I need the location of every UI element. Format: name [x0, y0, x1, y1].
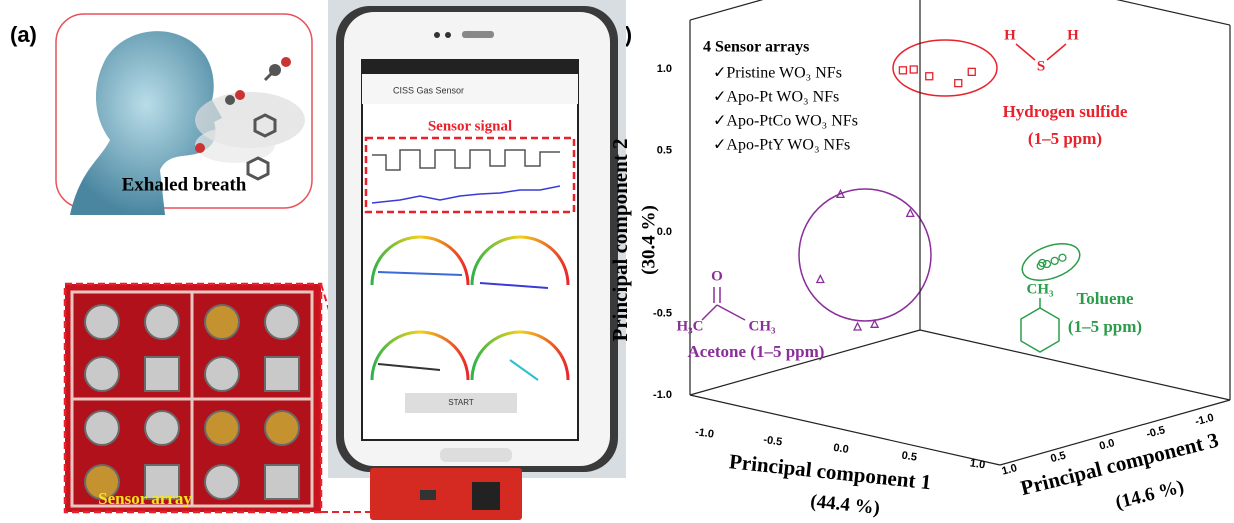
point — [968, 68, 975, 75]
panel-label: (a) — [10, 22, 37, 47]
breath-illustration — [195, 143, 205, 153]
point — [899, 67, 906, 74]
point — [926, 73, 933, 80]
null — [85, 357, 119, 391]
phone-photo — [362, 60, 578, 440]
point — [817, 275, 824, 282]
null — [85, 305, 119, 339]
tick-label: 0.0 — [833, 442, 850, 456]
sensor-board — [420, 490, 436, 500]
phone-photo — [445, 32, 451, 38]
legend-item: ✓Apo-PtCo WO₃ NFs — [713, 113, 858, 130]
structure-atom: O — [711, 268, 723, 284]
annotation — [1021, 308, 1059, 352]
structure-atom: H — [1067, 27, 1079, 43]
breath-illustration — [195, 127, 275, 163]
tick-label: -0.5 — [653, 307, 672, 319]
breath-illustration — [281, 57, 291, 67]
tick-label: 1.0 — [1001, 462, 1019, 478]
axis-edge — [920, 330, 1230, 400]
tick-label: 1.0 — [657, 63, 672, 75]
legend-item: ✓Apo-PtY WO₃ NFs — [713, 137, 850, 154]
null — [205, 465, 239, 499]
legend-title: 4 Sensor arrays — [703, 39, 809, 56]
signal-label: Sensor signal — [428, 118, 512, 134]
tick-label: 0.5 — [657, 144, 672, 156]
array-label: Sensor array — [98, 489, 192, 508]
series-label: (1–5 ppm) — [1068, 317, 1142, 336]
null — [265, 465, 299, 499]
series-label: Toluene — [1076, 289, 1133, 308]
axis-title: (14.6 %) — [1113, 476, 1186, 513]
point — [871, 320, 878, 327]
null — [145, 411, 179, 445]
phone-photo — [434, 32, 440, 38]
figure: (a) (b) Exhaled breath Sensor array — [0, 0, 1234, 523]
annotation — [717, 305, 745, 320]
phone-photo — [328, 0, 626, 478]
legend-item: ✓Apo-Pt WO₃ NFs — [713, 89, 839, 106]
axis-title: (44.4 %) — [809, 491, 880, 519]
null — [265, 411, 299, 445]
null — [205, 305, 239, 339]
sensor-board — [472, 482, 500, 510]
sensor-board — [370, 468, 522, 520]
structure-atom: H — [1004, 27, 1016, 43]
null — [205, 357, 239, 391]
annotation — [702, 40, 1085, 352]
null — [145, 357, 179, 391]
tick-label: -0.5 — [1145, 424, 1166, 441]
tick-label: -1.0 — [694, 426, 714, 441]
tick-label: -0.5 — [763, 434, 783, 449]
legend-item: ✓Pristine WO₃ NFs — [713, 65, 842, 82]
point — [854, 323, 861, 330]
point — [910, 66, 917, 73]
structure-atom: H₃C — [677, 318, 704, 334]
structure-atom: CH₃ — [749, 318, 777, 334]
tick-label: -1.0 — [1194, 412, 1215, 429]
axis-edge — [690, 330, 920, 395]
start-button[interactable]: START — [448, 398, 474, 407]
null — [265, 357, 299, 391]
tick-label: 0.0 — [1098, 437, 1116, 453]
annotation — [893, 40, 997, 96]
axis-edge — [690, 0, 920, 20]
null — [85, 411, 119, 445]
body: (a) (b) Exhaled breath Sensor array — [0, 0, 1234, 523]
series-label: (1–5 ppm) — [1028, 129, 1102, 148]
annotation — [1047, 44, 1066, 60]
phone-photo — [440, 448, 512, 462]
breath-illustration — [225, 95, 235, 105]
tick-label: 1.0 — [969, 457, 986, 471]
null — [205, 411, 239, 445]
annotation — [702, 305, 717, 320]
annotation — [799, 189, 931, 321]
annotation — [1016, 44, 1035, 60]
page: Sensor array figure { "panels": {"a": "(… — [0, 0, 1234, 523]
breath-illustration — [235, 90, 245, 100]
point — [1043, 261, 1050, 268]
tick-label: 0.5 — [1049, 450, 1067, 466]
structure-atom: CH₃ — [1027, 281, 1055, 297]
axis-title: (30.4 %) — [638, 205, 659, 275]
point — [1059, 254, 1066, 261]
tick-label: -1.0 — [653, 389, 672, 401]
phone-photo — [462, 31, 494, 38]
axis-title: Principal component 2 — [608, 139, 632, 342]
breath-label: Exhaled breath — [122, 174, 247, 195]
null — [145, 305, 179, 339]
series-label: Acetone (1–5 ppm) — [688, 342, 825, 361]
null — [265, 305, 299, 339]
app-title: CISS Gas Sensor — [393, 85, 464, 95]
tick-label: 0.5 — [901, 450, 918, 464]
point — [1051, 257, 1058, 264]
axis-edge — [920, 0, 1230, 25]
axis-title: Principal component 3 — [1018, 428, 1221, 500]
structure-atom: S — [1037, 58, 1045, 74]
point — [955, 80, 962, 87]
phone-photo — [362, 60, 578, 74]
series-label: Hydrogen sulfide — [1003, 102, 1128, 121]
